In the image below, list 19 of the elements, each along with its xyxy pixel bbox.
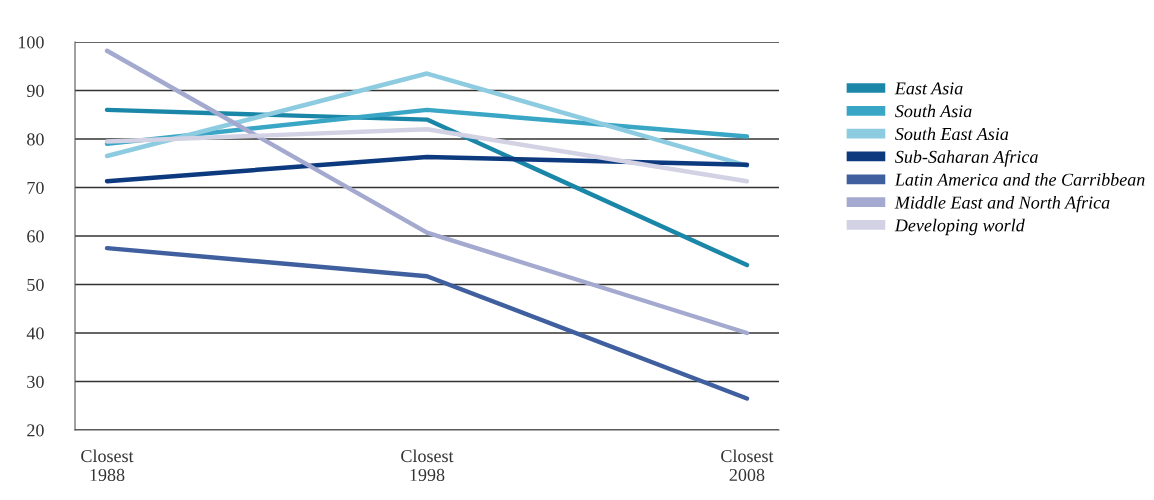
y-tick-label: 20	[27, 424, 44, 437]
x-tick-label: Closest 1998	[401, 449, 454, 482]
x-tick-label: Closest 2008	[721, 449, 774, 482]
y-tick-label: 80	[27, 133, 44, 146]
legend-label: Developing world	[894, 218, 1025, 236]
legend-label: South East Asia	[895, 127, 1009, 141]
legend-label: East Asia	[894, 82, 963, 95]
x-tick-label: Closest 1988	[81, 449, 134, 482]
legend-label: Latin America and the Carribbean	[894, 173, 1145, 186]
y-tick-label: 90	[26, 84, 44, 97]
y-tick-label: 70	[27, 181, 44, 194]
y-tick-label: 40	[26, 327, 44, 340]
legend-label: Middle East and North Africa	[894, 195, 1110, 213]
legend-label: South Asia	[895, 104, 972, 118]
y-tick-label: 50	[27, 278, 44, 291]
legend-label: Sub-Saharan Africa	[895, 150, 1038, 167]
y-tick-label: 30	[27, 375, 44, 388]
y-tick-label: 100	[18, 36, 44, 49]
y-tick-label: 60	[27, 230, 44, 243]
